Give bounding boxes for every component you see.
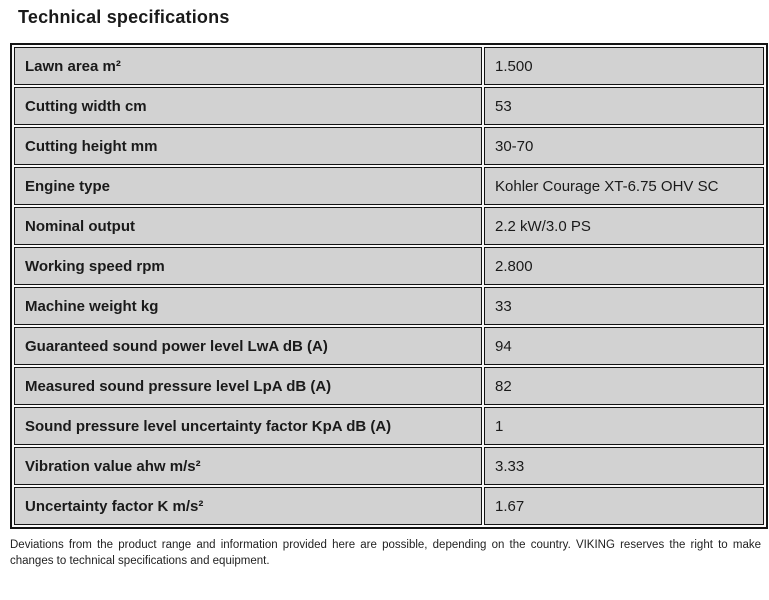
table-row: Machine weight kg 33 [14, 287, 764, 325]
spec-value: 1.67 [484, 487, 764, 525]
spec-label: Vibration value ahw m/s² [14, 447, 482, 485]
spec-label: Uncertainty factor K m/s² [14, 487, 482, 525]
spec-value: 82 [484, 367, 764, 405]
spec-value: 1.500 [484, 47, 764, 85]
spec-value: 33 [484, 287, 764, 325]
table-row: Engine type Kohler Courage XT-6.75 OHV SC [14, 167, 764, 205]
table-row: Guaranteed sound power level LwA dB (A) 9… [14, 327, 764, 365]
spec-label: Cutting width cm [14, 87, 482, 125]
table-row: Nominal output 2.2 kW/3.0 PS [14, 207, 764, 245]
spec-value: 2.2 kW/3.0 PS [484, 207, 764, 245]
spec-value: 53 [484, 87, 764, 125]
spec-label: Measured sound pressure level LpA dB (A) [14, 367, 482, 405]
table-row: Sound pressure level uncertainty factor … [14, 407, 764, 445]
spec-table-body: Lawn area m² 1.500 Cutting width cm 53 Cutti… [14, 47, 764, 525]
spec-table: Lawn area m² 1.500 Cutting width cm 53 Cutti… [10, 43, 768, 529]
spec-value: 1 [484, 407, 764, 445]
table-row: Cutting width cm 53 [14, 87, 764, 125]
table-row: Vibration value ahw m/s² 3.33 [14, 447, 764, 485]
table-row: Measured sound pressure level LpA dB (A)… [14, 367, 764, 405]
page-title: Technical specifications [18, 7, 230, 27]
spec-label: Machine weight kg [14, 287, 482, 325]
table-row: Cutting height mm 30-70 [14, 127, 764, 165]
spec-value: 2.800 [484, 247, 764, 285]
spec-label: Engine type [14, 167, 482, 205]
disclaimer-text: Deviations from the product range and in… [10, 539, 761, 568]
table-row: Working speed rpm 2.800 [14, 247, 764, 285]
spec-label: Cutting height mm [14, 127, 482, 165]
spec-value: 94 [484, 327, 764, 365]
spec-value: 3.33 [484, 447, 764, 485]
spec-label: Working speed rpm [14, 247, 482, 285]
spec-label: Guaranteed sound power level LwA dB (A) [14, 327, 482, 365]
spec-label: Sound pressure level uncertainty factor … [14, 407, 482, 445]
spec-value: Kohler Courage XT-6.75 OHV SC [484, 167, 764, 205]
spec-label: Nominal output [14, 207, 482, 245]
spec-value: 30-70 [484, 127, 764, 165]
spec-label: Lawn area m² [14, 47, 482, 85]
table-row: Lawn area m² 1.500 [14, 47, 764, 85]
table-row: Uncertainty factor K m/s² 1.67 [14, 487, 764, 525]
